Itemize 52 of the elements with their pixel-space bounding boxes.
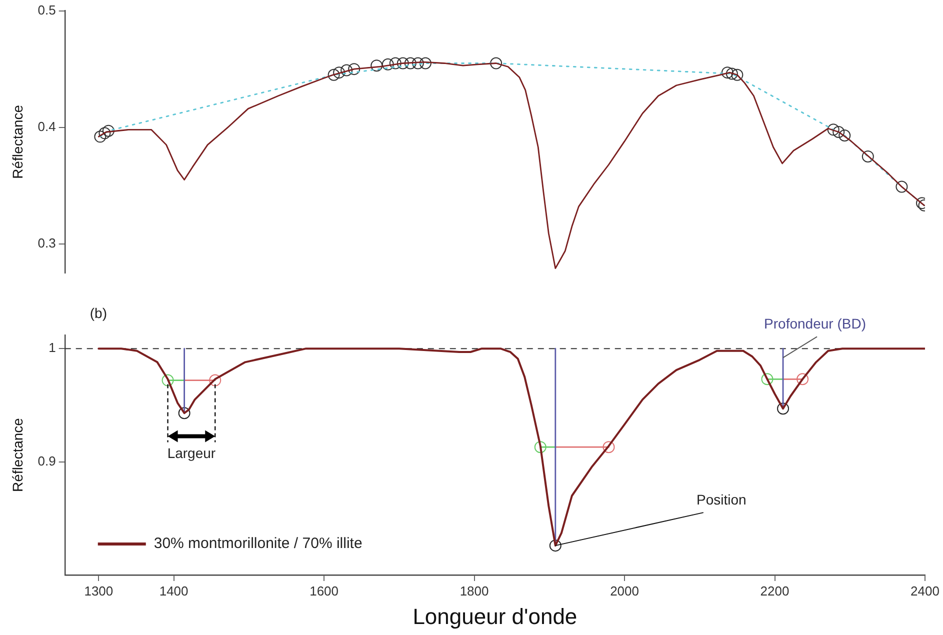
point: [404, 57, 416, 70]
point: [490, 57, 502, 70]
point: [382, 58, 394, 70]
x-tick-label: 1400: [159, 583, 188, 598]
point: [721, 66, 734, 79]
point: [209, 374, 222, 386]
point: [348, 63, 360, 76]
y-tick-label: 0.9: [38, 453, 56, 468]
y-axis-title: Réflectance: [9, 418, 26, 492]
legend-label: 30% montmorillonite / 70% illite: [154, 535, 362, 552]
y-tick-label: 1: [48, 340, 56, 356]
point: [534, 441, 546, 454]
point: [389, 57, 402, 70]
y-axis-title: Réflectance: [9, 104, 26, 179]
point: [838, 129, 851, 142]
y-tick-label: 0.5: [38, 2, 56, 18]
x-tick-label: 2000: [610, 583, 639, 598]
annotation: Position: [696, 491, 746, 508]
point: [412, 57, 424, 70]
point: [726, 68, 738, 80]
point: [731, 68, 744, 81]
y-tick-label: 0.4: [38, 118, 56, 134]
point: [178, 407, 190, 420]
point: [549, 540, 562, 552]
x-tick-label: 1800: [460, 583, 489, 598]
point: [162, 374, 174, 386]
point: [102, 124, 114, 137]
point: [827, 124, 840, 136]
annotation: Profondeur (BD): [764, 316, 866, 332]
point: [328, 68, 340, 81]
point: [419, 57, 432, 70]
x-tick-label: 1600: [310, 583, 338, 598]
point: [602, 441, 615, 454]
point: [832, 126, 845, 138]
point: [796, 373, 809, 386]
point: [862, 150, 874, 162]
point: [370, 60, 383, 72]
x-tick-label: 2400: [910, 583, 940, 598]
point: [396, 57, 409, 70]
x-tick-label: 2200: [760, 583, 790, 598]
x-axis-title: Longueur d'onde: [412, 604, 578, 629]
point: [94, 130, 106, 143]
y-tick-label: 0.3: [38, 235, 56, 250]
point: [98, 127, 111, 140]
point: [333, 66, 346, 79]
point: [761, 373, 774, 386]
point: [340, 64, 353, 76]
x-tick-label: 1300: [84, 583, 114, 598]
text: (b): [90, 304, 107, 321]
annotation: Largeur: [167, 445, 216, 462]
point: [777, 402, 790, 415]
point: [896, 180, 908, 193]
